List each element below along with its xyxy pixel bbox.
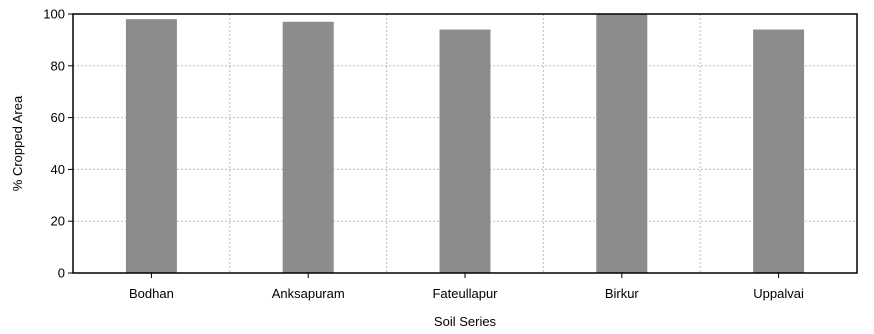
- bar: [125, 19, 177, 274]
- y-tick-label: 40: [51, 162, 65, 177]
- bar: [596, 14, 648, 273]
- bar: [439, 29, 491, 273]
- bar: [282, 21, 334, 273]
- x-axis-ticks: Bodhan Anksapuram Fateullapur Birkur Uppalva…: [129, 273, 804, 301]
- x-axis-label: Soil Series: [434, 314, 497, 329]
- y-axis-ticks: 0 20 40 60 80 100: [43, 7, 73, 281]
- x-tick-label: Uppalvai: [753, 286, 804, 301]
- y-tick-label: 80: [51, 58, 65, 73]
- y-tick-label: 0: [58, 266, 65, 281]
- x-tick-label: Fateullapur: [432, 286, 498, 301]
- bars: [125, 14, 805, 274]
- y-tick-label: 100: [43, 7, 65, 22]
- x-tick-label: Birkur: [605, 286, 640, 301]
- x-tick-label: Bodhan: [129, 286, 174, 301]
- bar: [753, 29, 805, 273]
- y-tick-label: 20: [51, 214, 65, 229]
- y-axis-label: % Cropped Area: [10, 95, 25, 191]
- y-tick-label: 60: [51, 110, 65, 125]
- x-tick-label: Anksapuram: [272, 286, 345, 301]
